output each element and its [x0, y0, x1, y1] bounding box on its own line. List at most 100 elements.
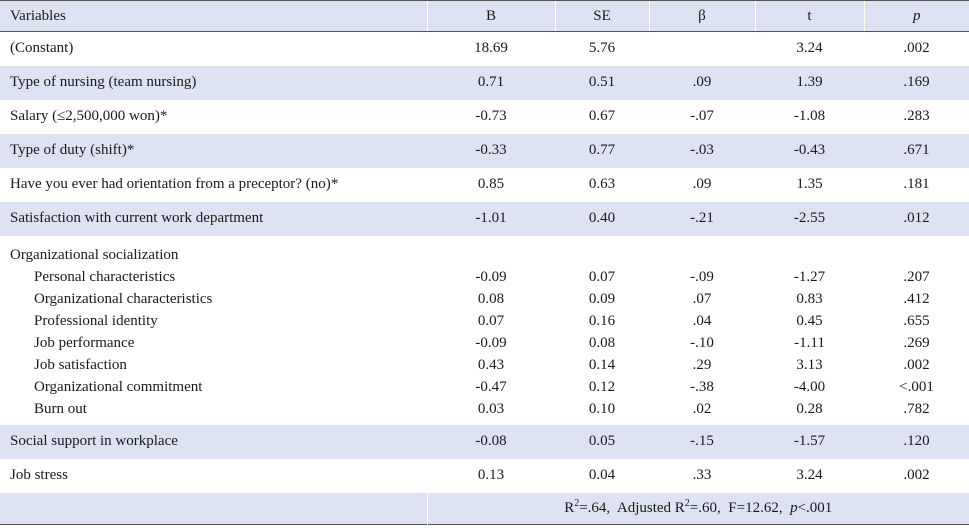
- cell-se: 0.05: [588, 433, 616, 449]
- row-label: Type of nursing (team nursing): [10, 74, 197, 90]
- cell-p: .269: [903, 334, 930, 351]
- cell-p: .655: [903, 312, 930, 329]
- subitem-label: Personal characteristics: [34, 268, 176, 285]
- cell-b: 0.03: [477, 400, 505, 417]
- cell-p: .671: [903, 142, 930, 158]
- cell-t: 0.83: [796, 290, 823, 307]
- cell-beta: -.38: [690, 378, 714, 395]
- cell-beta: .02: [692, 400, 712, 417]
- f-statistic: F=12.62,: [728, 499, 783, 516]
- group-p-column: .207 .412 .655 .269 .002 <.001 .782: [864, 236, 969, 425]
- cell-p: <.001: [899, 378, 934, 395]
- cell-b: -0.73: [475, 108, 507, 124]
- cell-p: .012: [903, 210, 930, 226]
- cell-b: -0.09: [475, 334, 507, 351]
- p-symbol: p: [790, 499, 798, 516]
- model-fit-summary: R2=.64, Adjusted R2=.60, F=12.62, p<.001: [427, 493, 969, 525]
- model-p-value: <.001: [797, 499, 833, 516]
- subitem-label: Organizational commitment: [34, 378, 203, 395]
- row-label: (Constant): [10, 40, 74, 57]
- table-row: Job stress 0.13 0.04 .33 3.24 .002: [0, 458, 969, 493]
- cell-p: .169: [903, 74, 930, 90]
- cell-p: .207: [903, 268, 930, 285]
- cell-beta: .33: [692, 467, 712, 483]
- cell-b: 0.07: [477, 312, 505, 329]
- cell-se: 0.09: [588, 290, 616, 307]
- cell-p: .002: [903, 40, 930, 57]
- subitem-label: Burn out: [34, 400, 87, 417]
- r2-superscript: 2: [574, 497, 580, 509]
- header-se: SE: [554, 0, 649, 32]
- group-beta-column: -.09 .07 .04 -.10 .29 -.38 .02: [649, 236, 755, 425]
- cell-se: 0.07: [588, 268, 616, 285]
- cell-se: 0.04: [588, 467, 616, 483]
- cell-beta: .29: [692, 356, 712, 373]
- group-row-organizational-socialization: Organizational socialization Personal ch…: [0, 235, 969, 425]
- cell-p: .283: [903, 108, 930, 124]
- cell-se: 0.12: [588, 378, 616, 395]
- cell-se: 0.16: [588, 312, 616, 329]
- cell-b: -0.08: [475, 433, 507, 449]
- r2-value: =.64,: [579, 499, 611, 516]
- cell-t: -1.08: [793, 108, 826, 124]
- cell-se: 5.76: [588, 40, 616, 57]
- group-t-column: -1.27 0.83 0.45 -1.11 3.13 -4.00 0.28: [755, 236, 864, 425]
- cell-b: -0.47: [475, 378, 507, 395]
- footer-spacer: [0, 492, 428, 525]
- cell-b: 0.08: [477, 290, 505, 307]
- cell-t: 1.39: [796, 74, 823, 90]
- cell-beta: .09: [692, 176, 712, 192]
- cell-t: 0.28: [796, 400, 823, 417]
- cell-se: 0.08: [588, 334, 616, 351]
- cell-t: -1.57: [793, 433, 826, 449]
- cell-beta: -.07: [690, 108, 714, 124]
- r2-prefix: R: [564, 499, 575, 516]
- cell-beta: .07: [692, 290, 712, 307]
- header-variables: Variables: [0, 0, 427, 32]
- cell-beta: [649, 32, 755, 66]
- cell-p: .782: [903, 400, 930, 417]
- row-label: Type of duty (shift)*: [10, 142, 135, 158]
- table-row: Social support in workplace -0.08 0.05 -…: [0, 424, 969, 459]
- subitem-label: Professional identity: [34, 312, 158, 329]
- cell-beta: .09: [692, 74, 712, 90]
- group-se-column: 0.07 0.09 0.16 0.08 0.14 0.12 0.10: [555, 236, 649, 425]
- cell-t: 1.35: [796, 176, 823, 192]
- header-t: t: [754, 0, 864, 32]
- cell-se: 0.10: [588, 400, 616, 417]
- cell-t: -2.55: [793, 210, 826, 226]
- cell-se: 0.14: [588, 356, 616, 373]
- cell-se: 0.67: [588, 108, 616, 124]
- cell-t: 3.24: [796, 40, 823, 57]
- header-p: p: [863, 0, 969, 32]
- cell-se: 0.77: [588, 142, 616, 158]
- cell-b: -1.01: [475, 210, 507, 226]
- table-row: Type of duty (shift)* -0.33 0.77 -.03 -0…: [0, 133, 969, 168]
- model-fit-row: R2=.64, Adjusted R2=.60, F=12.62, p<.001: [0, 492, 969, 525]
- group-b-column: -0.09 0.08 0.07 -0.09 0.43 -0.47 0.03: [427, 236, 555, 425]
- cell-beta: -.10: [690, 334, 714, 351]
- cell-p: .002: [903, 467, 930, 483]
- adjusted-r2-superscript: 2: [684, 497, 690, 509]
- cell-b: -0.09: [475, 268, 507, 285]
- cell-t: -4.00: [793, 378, 826, 395]
- row-label: Salary (≤2,500,000 won)*: [10, 108, 168, 124]
- cell-se: 0.63: [588, 176, 616, 192]
- subitem-label: Organizational characteristics: [34, 290, 213, 307]
- row-label: Have you ever had orientation from a pre…: [10, 176, 339, 192]
- cell-beta: -.21: [690, 210, 714, 226]
- cell-b: 0.85: [477, 176, 505, 192]
- row-label: Job stress: [10, 467, 68, 483]
- row-label: Satisfaction with current work departmen…: [10, 210, 264, 226]
- header-row: Variables B SE β t p: [0, 0, 969, 32]
- cell-beta: .04: [692, 312, 712, 329]
- cell-b: 0.71: [477, 74, 505, 90]
- row-label: Social support in workplace: [10, 433, 178, 449]
- cell-b: 0.13: [477, 467, 505, 483]
- adjusted-r2-prefix: Adjusted R: [616, 499, 685, 516]
- header-beta: β: [648, 0, 755, 32]
- cell-p: .120: [903, 433, 930, 449]
- cell-beta: -.09: [690, 268, 714, 285]
- table-row: Type of nursing (team nursing) 0.71 0.51…: [0, 65, 969, 100]
